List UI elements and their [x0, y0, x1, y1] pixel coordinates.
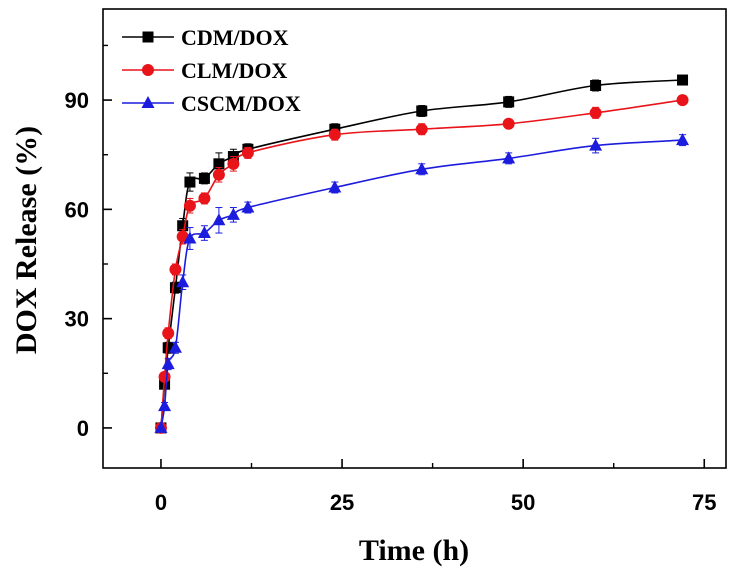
x-axis: 0 25 50 75	[155, 459, 717, 515]
data-point	[169, 263, 182, 276]
legend-item: CSCM/DOX	[122, 91, 301, 116]
plot-frame	[102, 8, 727, 469]
legend-marker	[142, 31, 154, 43]
legend-label: CSCM/DOX	[181, 91, 301, 116]
y-tick-label: 60	[65, 197, 89, 222]
data-point	[676, 133, 690, 146]
y-tick-label: 90	[65, 88, 89, 113]
data-point	[502, 151, 516, 164]
data-point	[162, 342, 174, 354]
series-layer	[154, 74, 690, 434]
data-point	[503, 96, 515, 108]
y-axis-title: DOX Release (%)	[10, 126, 43, 354]
legend-item: CLM/DOX	[122, 58, 287, 83]
x-tick-label: 50	[511, 490, 535, 515]
data-point	[676, 94, 689, 107]
series-line	[160, 139, 683, 429]
data-point	[241, 146, 254, 159]
data-point	[168, 340, 182, 353]
x-tick-label: 25	[330, 490, 354, 515]
legend-label: CLM/DOX	[181, 58, 287, 83]
data-point	[183, 231, 197, 244]
data-point	[227, 157, 240, 170]
data-point	[226, 207, 240, 220]
x-axis-title: Time (h)	[359, 534, 469, 567]
data-point	[328, 128, 341, 141]
data-point	[161, 357, 175, 370]
data-point	[328, 180, 342, 193]
data-point	[589, 106, 602, 119]
data-point	[158, 399, 172, 412]
data-point	[169, 282, 181, 294]
legend-marker	[142, 64, 154, 76]
data-point	[198, 192, 211, 205]
data-point	[184, 176, 196, 188]
data-point	[241, 200, 255, 213]
data-point	[198, 172, 210, 184]
legend-marker	[141, 96, 155, 108]
data-point	[212, 168, 225, 181]
y-tick-label: 30	[65, 307, 89, 332]
data-point	[416, 105, 428, 117]
y-axis: 0 30 60 90	[65, 44, 112, 441]
legend-item: CDM/DOX	[122, 25, 289, 50]
data-point	[415, 123, 428, 136]
y-tick-label: 0	[77, 416, 89, 441]
data-point	[212, 213, 226, 226]
data-point	[162, 327, 175, 340]
data-point	[197, 226, 211, 239]
data-point	[154, 420, 168, 433]
data-point	[502, 117, 515, 130]
data-point	[213, 158, 225, 170]
series-line	[160, 99, 683, 428]
x-tick-label: 75	[692, 490, 716, 515]
legend: CDM/DOX CLM/DOX CSCM/DOX	[122, 25, 301, 116]
data-point	[590, 80, 602, 91]
data-point	[589, 138, 603, 151]
data-point	[177, 220, 189, 232]
data-point	[183, 199, 196, 212]
data-point	[176, 275, 190, 288]
x-tick-label: 0	[155, 490, 167, 515]
legend-label: CDM/DOX	[181, 25, 289, 50]
data-point	[158, 370, 171, 383]
data-point	[415, 162, 429, 175]
series-cscm-dox	[154, 133, 690, 433]
data-point	[677, 74, 689, 86]
